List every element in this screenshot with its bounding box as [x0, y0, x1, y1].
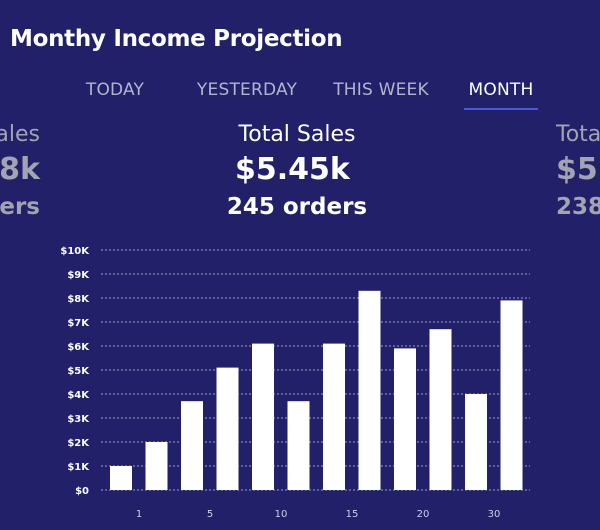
x-tick-label: 5 [207, 509, 213, 520]
chart-bar[interactable] [323, 343, 345, 490]
chart-bar[interactable] [429, 329, 452, 490]
sales-summary-carousel[interactable]: Total Sales $3.8k orders Total Sales $5.… [0, 120, 600, 245]
summary-card-next-amount: $5 [556, 152, 598, 187]
y-tick-label: $0 [75, 486, 89, 497]
total-orders-count: 245 orders [226, 194, 368, 220]
chart-bar[interactable] [252, 343, 274, 490]
chart-bar[interactable] [216, 367, 239, 490]
chart-bar[interactable] [181, 401, 203, 490]
summary-card-next-orders: 238 [556, 194, 600, 220]
y-tick-label: $1K [67, 462, 90, 473]
page-title: Monthy Income Projection [10, 26, 343, 52]
total-sales-label: Total Sales [238, 122, 356, 147]
summary-card-current[interactable]: Total Sales $5.45k 245 orders [197, 120, 397, 224]
x-tick-label: 30 [488, 509, 501, 520]
x-tick-label: 15 [346, 509, 359, 520]
tab-this-week[interactable]: THIS WEEK [333, 80, 429, 100]
chart-bar[interactable] [110, 466, 132, 490]
tab-month-label: MONTH [468, 80, 534, 100]
y-tick-label: $4K [67, 390, 90, 401]
y-tick-label: $9K [67, 270, 90, 281]
summary-card-previous-label: Total Sales [0, 122, 40, 147]
y-tick-label: $10K [60, 246, 90, 257]
total-sales-amount: $5.45k [235, 152, 350, 187]
active-tab-indicator [464, 108, 538, 110]
y-tick-label: $7K [67, 318, 90, 329]
chart-bar[interactable] [500, 300, 523, 490]
tab-month[interactable]: MONTH [464, 80, 538, 110]
chart-bar[interactable] [145, 442, 168, 490]
tab-today[interactable]: TODAY [85, 80, 145, 100]
summary-card-previous-orders: orders [0, 194, 40, 220]
summary-card-next[interactable]: Total Sales $5 238 [556, 120, 600, 224]
chart-bar[interactable] [287, 401, 310, 490]
y-tick-label: $8K [67, 294, 90, 305]
summary-card-next-label: Total Sales [556, 122, 600, 147]
tab-yesterday[interactable]: YESTERDAY [196, 80, 298, 100]
x-tick-label: 10 [275, 509, 288, 520]
y-tick-label: $3K [67, 414, 90, 425]
y-tick-label: $6K [67, 342, 90, 353]
chart-bar[interactable] [394, 348, 416, 490]
chart-bar[interactable] [358, 290, 381, 490]
summary-card-previous[interactable]: Total Sales $3.8k orders [0, 120, 40, 224]
period-tabs: TODAY YESTERDAY THIS WEEK MONTH [0, 80, 600, 112]
y-tick-label: $2K [67, 438, 90, 449]
y-tick-label: $5K [67, 366, 90, 377]
x-tick-label: 1 [136, 509, 142, 520]
x-tick-label: 20 [417, 509, 430, 520]
chart-bar[interactable] [465, 394, 487, 490]
summary-card-previous-amount: $3.8k [0, 152, 40, 187]
